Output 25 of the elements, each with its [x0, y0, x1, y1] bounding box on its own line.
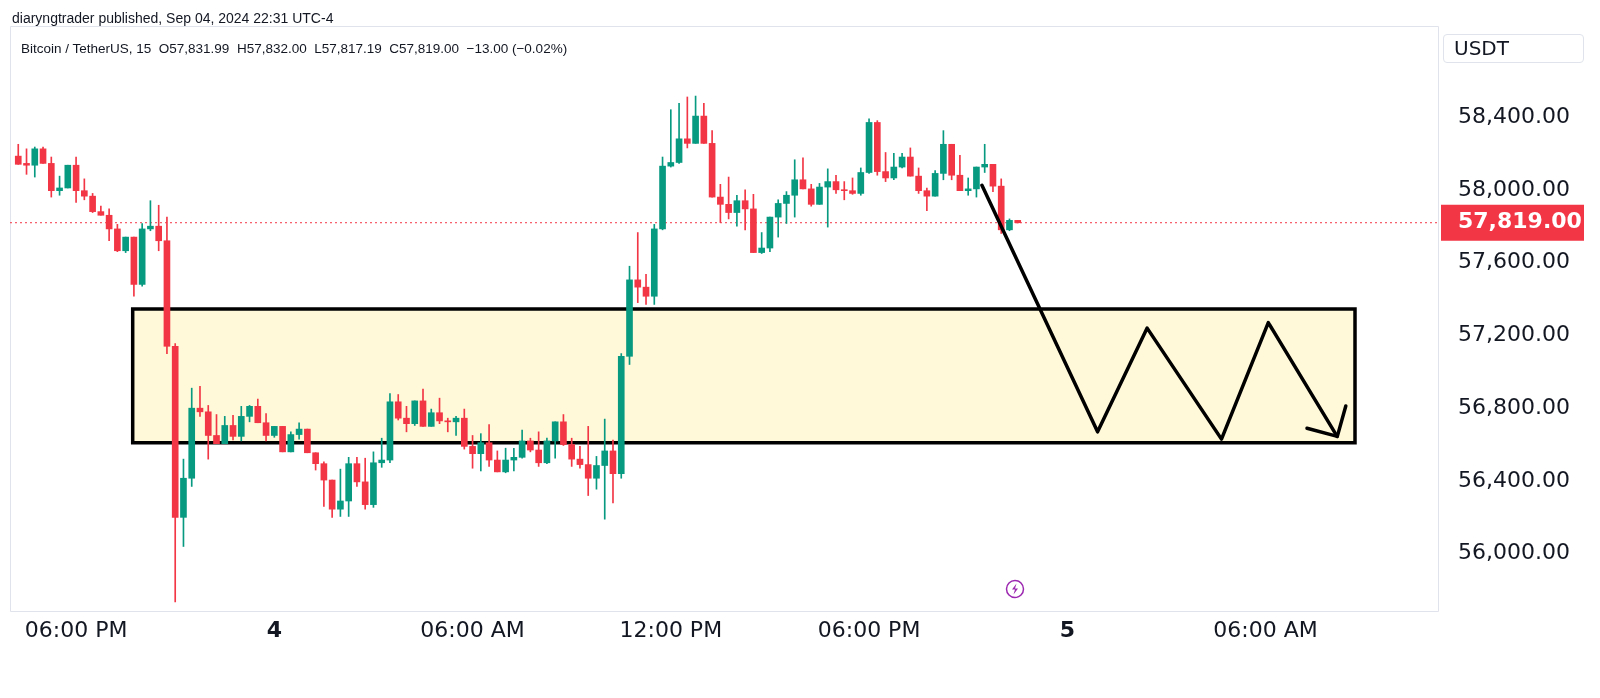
x-tick-label: 06:00 PM: [24, 616, 128, 642]
text: diaryngtrader published, Sep 04, 2024 22:31 UTC-4: [12, 9, 334, 27]
text: Bitcoin / TetherUS, 15 O57,831.99 H57,832.00 L57,817.19 C57,819.00 −13.00 (−0.02%): [21, 40, 568, 57]
x-tick-label: 5: [1059, 616, 1075, 642]
candlestick: [758, 232, 765, 254]
x-tick-label: 06:00 PM: [817, 616, 921, 642]
candlestick: [824, 168, 832, 228]
x-tick-label: 12:00 PM: [619, 616, 723, 642]
y-tick-label: 58,000.00: [1458, 175, 1570, 201]
candlestick: [684, 96, 691, 149]
candlestick: [667, 109, 675, 168]
candlestick: [981, 143, 989, 173]
y-tick-label: 58,400.00: [1458, 102, 1570, 128]
y-tick-label: 56,400.00: [1458, 466, 1570, 492]
candlestick: [584, 426, 592, 496]
ref-line-label: 57,819.00: [1458, 208, 1582, 234]
x-tick-label: 06:00 AM: [420, 616, 525, 642]
y-tick-label: 56,000.00: [1458, 539, 1570, 565]
y-axis-title: USDT: [1443, 34, 1584, 63]
candlestick: [634, 232, 642, 303]
y-tick-label: 57,200.00: [1458, 321, 1570, 347]
y-tick-label: 56,800.00: [1458, 393, 1570, 419]
x-tick-label: 06:00 AM: [1213, 616, 1318, 642]
y-tick-label: 57,600.00: [1458, 248, 1570, 274]
x-tick-label: 4: [266, 616, 282, 642]
